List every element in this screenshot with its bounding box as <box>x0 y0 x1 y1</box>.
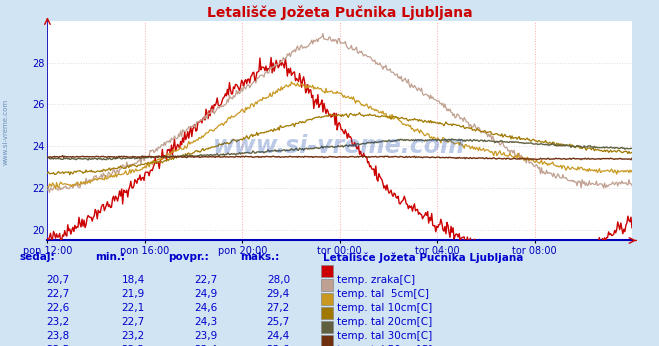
Text: temp. tal 10cm[C]: temp. tal 10cm[C] <box>337 303 433 313</box>
Text: 23,8: 23,8 <box>46 331 69 341</box>
Text: 23,5: 23,5 <box>46 345 69 346</box>
Text: 22,7: 22,7 <box>194 275 217 284</box>
Text: 22,7: 22,7 <box>122 317 145 327</box>
Text: 27,2: 27,2 <box>267 303 290 313</box>
Text: sedaj:: sedaj: <box>20 252 55 262</box>
Text: 23,4: 23,4 <box>194 345 217 346</box>
Text: www.si-vreme.com: www.si-vreme.com <box>2 98 9 165</box>
Text: 21,9: 21,9 <box>122 289 145 299</box>
Text: 28,0: 28,0 <box>267 275 290 284</box>
Text: www.si-vreme.com: www.si-vreme.com <box>214 134 466 158</box>
Text: maks.:: maks.: <box>241 252 280 262</box>
Text: temp. tal 30cm[C]: temp. tal 30cm[C] <box>337 331 433 341</box>
Text: 24,9: 24,9 <box>194 289 217 299</box>
Text: 29,4: 29,4 <box>267 289 290 299</box>
Text: 23,9: 23,9 <box>194 331 217 341</box>
Text: 20,7: 20,7 <box>46 275 69 284</box>
Text: 24,6: 24,6 <box>194 303 217 313</box>
Text: Letališče Jožeta Pučnika Ljubljana: Letališče Jožeta Pučnika Ljubljana <box>323 252 523 263</box>
Title: Letališče Jožeta Pučnika Ljubljana: Letališče Jožeta Pučnika Ljubljana <box>207 5 473 20</box>
Text: 23,6: 23,6 <box>267 345 290 346</box>
Text: temp. tal  5cm[C]: temp. tal 5cm[C] <box>337 289 430 299</box>
Text: 22,6: 22,6 <box>46 303 69 313</box>
Text: 23,2: 23,2 <box>46 317 69 327</box>
Bar <box>321 335 333 346</box>
Text: temp. tal 20cm[C]: temp. tal 20cm[C] <box>337 317 433 327</box>
Text: povpr.:: povpr.: <box>168 252 209 262</box>
Text: temp. zraka[C]: temp. zraka[C] <box>337 275 416 284</box>
Text: 24,4: 24,4 <box>267 331 290 341</box>
Text: temp. tal 50cm[C]: temp. tal 50cm[C] <box>337 345 433 346</box>
Text: 23,2: 23,2 <box>122 331 145 341</box>
Text: 22,1: 22,1 <box>122 303 145 313</box>
Text: 23,2: 23,2 <box>122 345 145 346</box>
Bar <box>321 321 333 333</box>
Bar <box>321 293 333 305</box>
Text: min.:: min.: <box>96 252 126 262</box>
Bar <box>321 265 333 276</box>
Bar <box>321 279 333 291</box>
Text: 22,7: 22,7 <box>46 289 69 299</box>
Text: 25,7: 25,7 <box>267 317 290 327</box>
Bar <box>321 307 333 319</box>
Text: 24,3: 24,3 <box>194 317 217 327</box>
Text: 18,4: 18,4 <box>122 275 145 284</box>
